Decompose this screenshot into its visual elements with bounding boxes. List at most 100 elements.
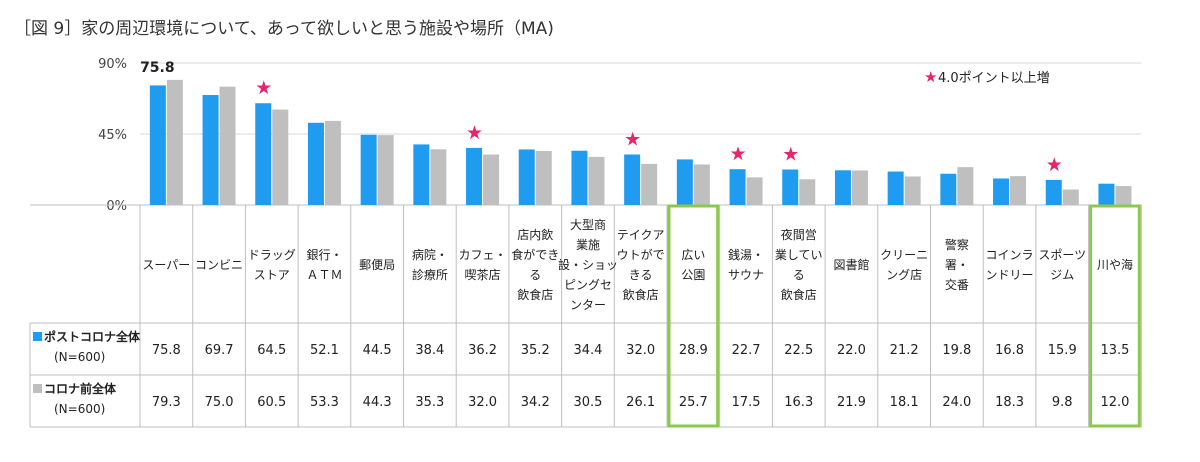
table-value: 12.0 <box>1100 395 1129 410</box>
bar-post-corona <box>466 147 483 205</box>
bar-post-corona <box>255 103 272 205</box>
bar-pre-corona <box>430 149 447 205</box>
category-label: 図書館 <box>833 257 869 272</box>
bar-pre-corona <box>746 177 763 205</box>
chart-title: ［図 9］家の周辺環境について、あって欲しいと思う施設や場所（MA) <box>14 19 554 39</box>
table-value: 69.7 <box>205 343 234 358</box>
bar-pre-corona <box>1062 189 1079 205</box>
category-label: 警察 <box>945 237 969 252</box>
category-label: スポーツ <box>1038 248 1086 262</box>
category-label: きる <box>629 268 653 282</box>
star-icon: ★ <box>466 122 483 144</box>
bar-pre-corona <box>957 167 974 205</box>
table-value: 16.3 <box>784 395 813 410</box>
table-value: 52.1 <box>310 343 339 358</box>
category-label: 業施 <box>576 238 600 252</box>
table-value: 26.1 <box>626 395 655 410</box>
bar-post-corona <box>149 85 166 205</box>
bar-post-corona <box>676 159 693 205</box>
category-label: 店内飲 <box>517 227 553 242</box>
category-label: 交番 <box>945 277 969 292</box>
bar-post-corona <box>993 178 1010 205</box>
table-value: 17.5 <box>732 395 761 410</box>
bar-pre-corona <box>588 156 605 205</box>
table-value: 16.8 <box>995 343 1024 358</box>
highlight-box <box>1089 204 1141 428</box>
bar-pre-corona <box>324 120 341 205</box>
y-tick-label: 45% <box>98 128 127 143</box>
bar-pre-corona <box>851 170 868 205</box>
table-value: 79.3 <box>152 395 181 410</box>
table-value: 44.3 <box>363 395 392 410</box>
table-value: 21.2 <box>890 343 919 358</box>
bar-pre-corona <box>693 164 710 205</box>
bar-post-corona <box>413 144 430 205</box>
table-value: 44.5 <box>363 343 392 358</box>
category-label: 飲食店 <box>517 287 553 302</box>
table-value: 34.4 <box>573 343 602 358</box>
y-tick-label: 90% <box>98 57 127 72</box>
highlight-box <box>667 204 720 428</box>
bar-pre-corona <box>377 135 394 205</box>
table-value: 75.8 <box>152 343 181 358</box>
bar-post-corona <box>940 173 957 205</box>
category-label: サウナ <box>728 268 764 282</box>
bar-post-corona <box>307 122 324 205</box>
category-label: ジム <box>1050 268 1074 282</box>
category-label: 設・ショッ <box>558 257 618 272</box>
series-n: (N=600) <box>54 350 105 364</box>
bar-pre-corona <box>166 79 183 205</box>
category-label: カフェ・ <box>459 248 507 262</box>
bar-post-corona <box>571 150 588 205</box>
bar-post-corona <box>729 169 746 205</box>
category-label: 大型商 <box>570 217 606 232</box>
top-data-label: 75.8 <box>140 60 175 76</box>
category-label: テイクア <box>617 228 665 242</box>
star-icon: ★ <box>730 143 747 165</box>
table-value: 15.9 <box>1048 343 1077 358</box>
category-label: 飲食店 <box>781 287 817 302</box>
category-label: る <box>529 268 541 282</box>
category-label: 郵便局 <box>359 258 395 272</box>
star-icon: ★ <box>1046 154 1063 176</box>
category-label: 業してい <box>775 248 823 262</box>
table-value: 38.4 <box>415 343 444 358</box>
bar-post-corona <box>887 171 904 205</box>
table-value: 53.3 <box>310 395 339 410</box>
star-icon: ★ <box>782 144 799 166</box>
category-label: 川や海 <box>1097 257 1133 272</box>
table-value: 32.0 <box>626 343 655 358</box>
category-label: コインラ <box>986 248 1034 262</box>
table-value: 18.3 <box>995 395 1024 410</box>
category-label: 銭湯・ <box>728 247 764 262</box>
category-label: 飲食店 <box>623 287 659 302</box>
legend-swatch-post <box>33 332 42 341</box>
bar-post-corona <box>1045 179 1062 205</box>
star-icon: ★ <box>624 129 641 151</box>
table-value: 30.5 <box>573 395 602 410</box>
category-label: ピングセ <box>564 278 612 292</box>
bar-pre-corona <box>904 176 921 205</box>
table-value: 35.3 <box>415 395 444 410</box>
category-label: ストア <box>254 268 290 282</box>
table-value: 13.5 <box>1100 343 1129 358</box>
bar-pre-corona <box>799 179 816 205</box>
category-label: 診療所 <box>412 267 448 282</box>
bar-post-corona <box>518 149 535 205</box>
category-label: スーパー <box>142 258 190 272</box>
category-label: ウトがで <box>617 247 665 262</box>
table-value: 9.8 <box>1052 395 1073 410</box>
series-name: ポストコロナ全体 <box>44 329 141 344</box>
category-label: る <box>793 268 805 282</box>
category-label: ング店 <box>886 268 922 282</box>
bar-post-corona <box>202 95 219 205</box>
table-value: 24.0 <box>942 395 971 410</box>
category-label: 喫茶店 <box>465 267 501 282</box>
category-label: 公園 <box>681 268 705 282</box>
category-label: 食ができ <box>511 247 559 262</box>
star-legend-icon: ★ <box>924 68 937 86</box>
bar-post-corona <box>360 134 377 205</box>
bar-pre-corona <box>219 86 236 205</box>
bar-pre-corona <box>1115 186 1132 205</box>
category-label: ンドリー <box>986 268 1034 282</box>
